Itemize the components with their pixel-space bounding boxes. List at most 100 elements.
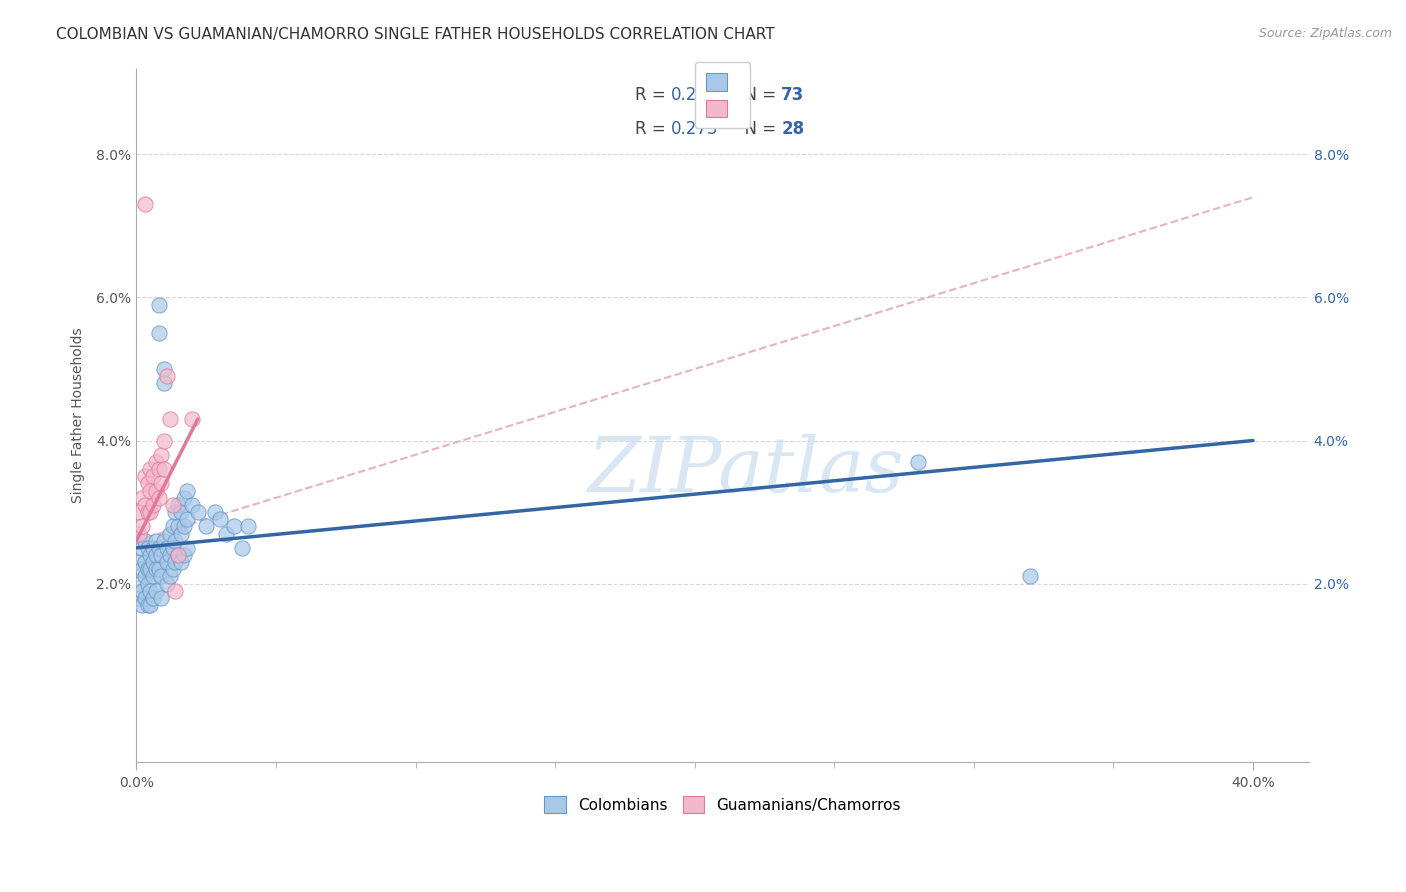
Point	[222, 519, 245, 533]
Point	[907, 455, 929, 469]
Point	[165, 505, 187, 519]
Point	[128, 576, 150, 591]
Point	[128, 591, 150, 605]
Point	[153, 362, 176, 376]
Point	[131, 598, 153, 612]
Point	[162, 519, 184, 533]
Point	[148, 491, 170, 505]
Point	[148, 462, 170, 476]
Point	[128, 533, 150, 548]
Point	[139, 598, 162, 612]
Point	[153, 462, 176, 476]
Point	[139, 562, 162, 576]
Point	[159, 526, 181, 541]
Point	[159, 412, 181, 426]
Point	[142, 591, 165, 605]
Point	[145, 455, 167, 469]
Point	[170, 555, 193, 569]
Point	[156, 555, 179, 569]
Point	[167, 519, 190, 533]
Point	[209, 512, 232, 526]
Point	[134, 197, 156, 211]
Point	[150, 476, 173, 491]
Point	[136, 598, 159, 612]
Text: N =: N =	[734, 86, 782, 103]
Y-axis label: Single Father Households: Single Father Households	[72, 327, 86, 503]
Text: 0.273: 0.273	[671, 120, 718, 138]
Point	[170, 526, 193, 541]
Text: COLOMBIAN VS GUAMANIAN/CHAMORRO SINGLE FATHER HOUSEHOLDS CORRELATION CHART: COLOMBIAN VS GUAMANIAN/CHAMORRO SINGLE F…	[56, 27, 775, 42]
Point	[142, 469, 165, 483]
Point	[148, 541, 170, 555]
Point	[156, 369, 179, 384]
Point	[176, 541, 198, 555]
Point	[150, 591, 173, 605]
Point	[165, 555, 187, 569]
Point	[165, 533, 187, 548]
Point	[162, 541, 184, 555]
Point	[148, 326, 170, 341]
Text: 28: 28	[782, 120, 804, 138]
Point	[195, 519, 218, 533]
Point	[131, 562, 153, 576]
Point	[153, 533, 176, 548]
Point	[159, 548, 181, 562]
Point	[142, 569, 165, 583]
Text: Source: ZipAtlas.com: Source: ZipAtlas.com	[1258, 27, 1392, 40]
Point	[128, 526, 150, 541]
Point	[165, 583, 187, 598]
Point	[145, 483, 167, 498]
Point	[150, 569, 173, 583]
Point	[176, 483, 198, 498]
Point	[167, 548, 190, 562]
Point	[136, 576, 159, 591]
Point	[159, 569, 181, 583]
Point	[128, 555, 150, 569]
Point	[136, 562, 159, 576]
Point	[156, 576, 179, 591]
Point	[134, 533, 156, 548]
Point	[215, 526, 238, 541]
Point	[142, 498, 165, 512]
Point	[1018, 569, 1040, 583]
Point	[134, 591, 156, 605]
Point	[148, 562, 170, 576]
Legend: Colombians, Guamanians/Chamorros: Colombians, Guamanians/Chamorros	[534, 785, 911, 824]
Text: ZIPatlas: ZIPatlas	[588, 434, 904, 508]
Text: R =: R =	[634, 120, 671, 138]
Text: N =: N =	[734, 120, 782, 138]
Point	[142, 541, 165, 555]
Point	[181, 498, 204, 512]
Text: 73: 73	[782, 86, 804, 103]
Point	[134, 498, 156, 512]
Point	[148, 297, 170, 311]
Point	[139, 505, 162, 519]
Point	[136, 541, 159, 555]
Point	[139, 462, 162, 476]
Point	[181, 412, 204, 426]
Point	[236, 519, 259, 533]
Point	[231, 541, 253, 555]
Point	[156, 541, 179, 555]
Point	[145, 583, 167, 598]
Point	[150, 448, 173, 462]
Point	[134, 555, 156, 569]
Point	[187, 505, 209, 519]
Point	[173, 491, 195, 505]
Point	[134, 569, 156, 583]
Point	[153, 434, 176, 448]
Text: 0.235: 0.235	[671, 86, 718, 103]
Text: R =: R =	[634, 86, 671, 103]
Point	[134, 469, 156, 483]
Point	[139, 548, 162, 562]
Point	[139, 583, 162, 598]
Point	[136, 476, 159, 491]
Point	[150, 548, 173, 562]
Point	[142, 555, 165, 569]
Point	[145, 548, 167, 562]
Point	[145, 562, 167, 576]
Point	[131, 491, 153, 505]
Point	[176, 512, 198, 526]
Point	[204, 505, 226, 519]
Point	[128, 505, 150, 519]
